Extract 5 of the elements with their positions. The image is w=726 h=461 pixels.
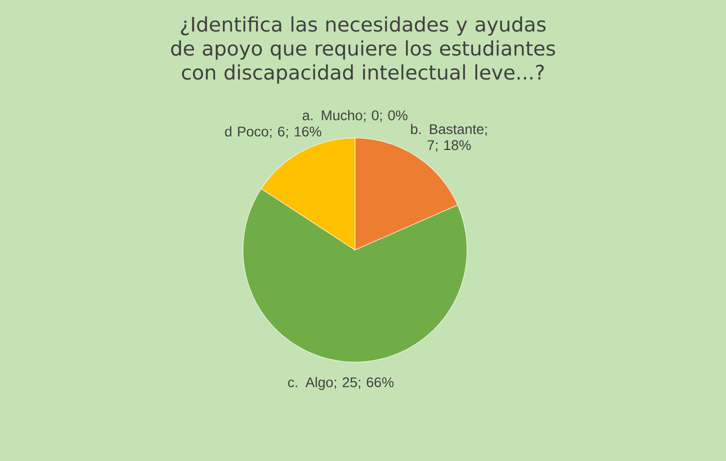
slice-label: b. Bastante; 7; 18% xyxy=(411,124,487,152)
chart-title: ¿Identifica las necesidades y ayudas de apoyo que requiere los estudiantes con discapacidad intelectual leve...? xyxy=(171,16,555,84)
category-label: a. Mucho; 0; 0% xyxy=(302,110,408,122)
slice-label: d Poco; 6; 16% xyxy=(225,126,322,138)
slice-label: c. Algo; 25; 66% xyxy=(288,376,394,390)
